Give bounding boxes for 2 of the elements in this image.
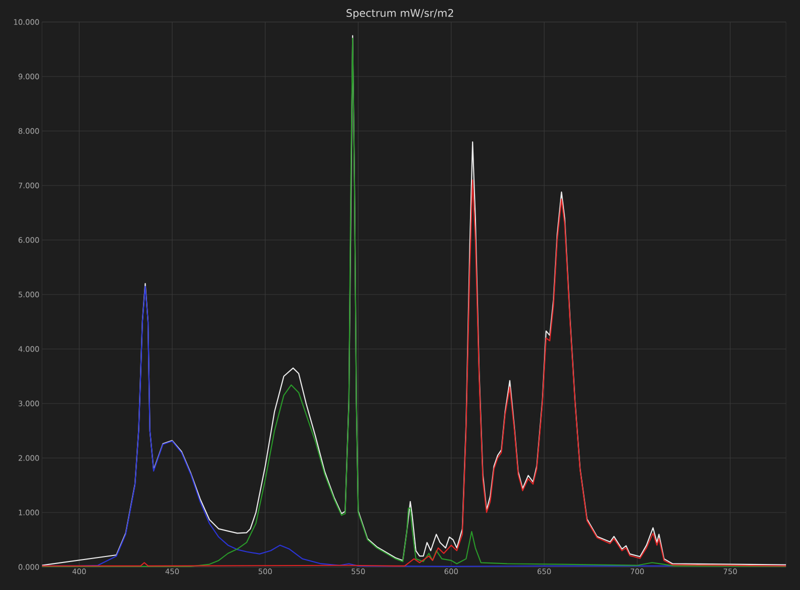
- chart-title: Spectrum mW/sr/m2: [346, 9, 454, 19]
- line-series: [42, 179, 786, 566]
